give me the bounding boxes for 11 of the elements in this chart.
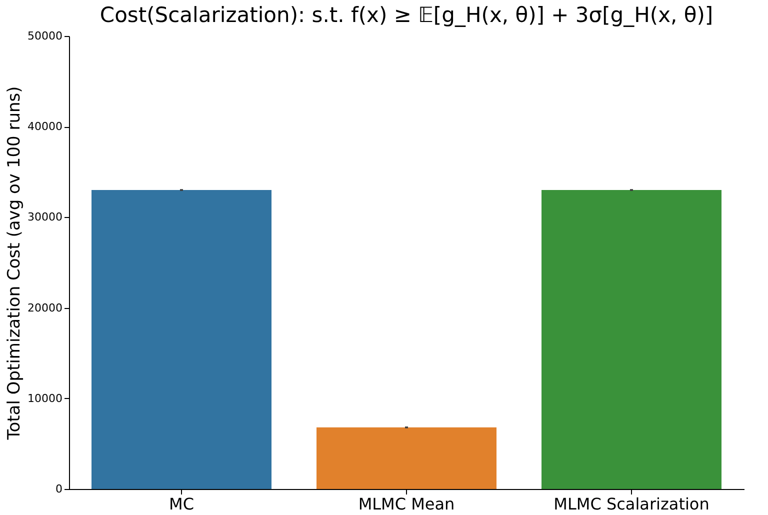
y-tick-label: 30000 xyxy=(28,210,62,224)
y-tick-label: 0 xyxy=(56,482,62,496)
x-tick-label: MLMC Mean xyxy=(358,494,455,514)
y-axis-title: Total Optimization Cost (avg ov 100 runs) xyxy=(4,86,25,441)
chart-title: Cost(Scalarization): s.t. f(x) ≥ 𝔼[g_H(x, θ)] + 3σ[g_H(x, θ)] xyxy=(100,3,714,27)
y-tick-label: 50000 xyxy=(28,30,62,42)
x-tick-label: MLMC Scalarization xyxy=(554,494,710,514)
y-tick-label: 20000 xyxy=(28,301,62,314)
y-tick-label: 40000 xyxy=(28,120,62,134)
y-tick-label: 10000 xyxy=(28,392,62,405)
x-tick-label: MC xyxy=(169,494,194,514)
